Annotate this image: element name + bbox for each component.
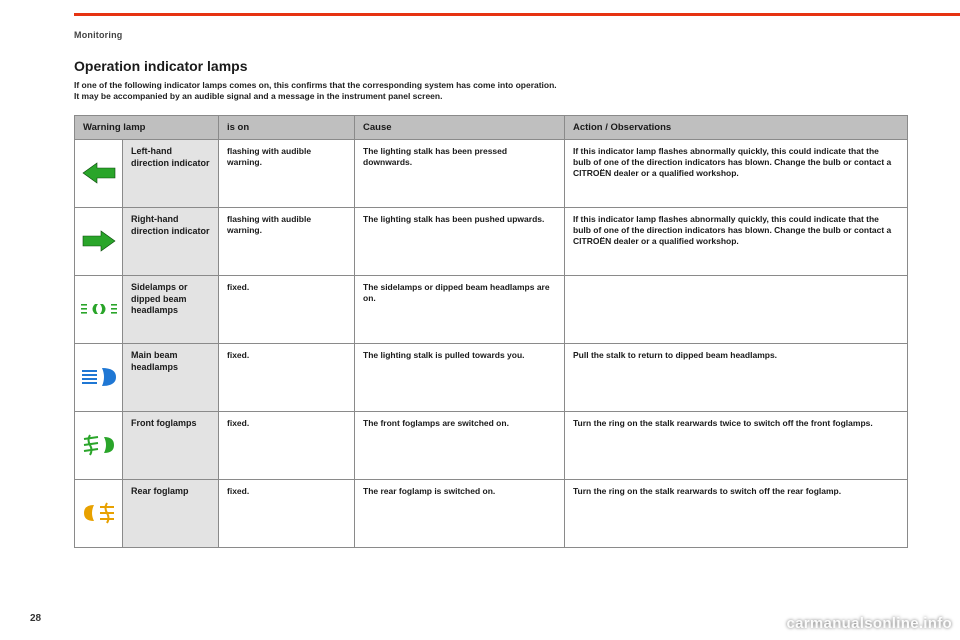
is-on-cell: flashing with audible warning. [219, 139, 355, 207]
warning-lamp-name: Front foglamps [123, 411, 219, 479]
is-on-cell: fixed. [219, 411, 355, 479]
table-row: Rear foglampfixed.The rear foglamp is sw… [75, 479, 908, 547]
intro-line-2: It may be accompanied by an audible sign… [74, 91, 442, 101]
warning-lamp-name: Left-hand direction indicator [123, 139, 219, 207]
col-header-action: Action / Observations [565, 115, 908, 139]
page-number: 28 [30, 613, 41, 624]
rear-fog-icon [75, 479, 123, 547]
warning-lamp-name: Right-hand direction indicator [123, 207, 219, 275]
cause-cell: The lighting stalk has been pressed down… [355, 139, 565, 207]
intro-text: If one of the following indicator lamps … [74, 80, 908, 103]
action-cell: Turn the ring on the stalk rearwards to … [565, 479, 908, 547]
col-header-cause: Cause [355, 115, 565, 139]
col-header-is-on: is on [219, 115, 355, 139]
section-label: Monitoring [74, 30, 908, 40]
cause-cell: The front foglamps are switched on. [355, 411, 565, 479]
front-fog-icon [75, 411, 123, 479]
arrow-right-icon [75, 207, 123, 275]
action-cell: Turn the ring on the stalk rearwards twi… [565, 411, 908, 479]
table-header-row: Warning lamp is on Cause Action / Observ… [75, 115, 908, 139]
is-on-cell: flashing with audible warning. [219, 207, 355, 275]
intro-line-1: If one of the following indicator lamps … [74, 80, 557, 90]
main-beam-icon [75, 343, 123, 411]
warning-lamp-table: Warning lamp is on Cause Action / Observ… [74, 115, 908, 548]
is-on-cell: fixed. [219, 343, 355, 411]
table-row: Left-hand direction indicatorflashing wi… [75, 139, 908, 207]
action-cell: If this indicator lamp flashes abnormall… [565, 139, 908, 207]
header-accent-rule [74, 13, 960, 16]
watermark: carmanualsonline.info [787, 615, 953, 632]
cause-cell: The rear foglamp is switched on. [355, 479, 565, 547]
table-row: Main beam headlampsfixed.The lighting st… [75, 343, 908, 411]
table-row: Front foglampsfixed.The front foglamps a… [75, 411, 908, 479]
cause-cell: The sidelamps or dipped beam headlamps a… [355, 275, 565, 343]
manual-page: Monitoring Operation indicator lamps If … [74, 30, 908, 640]
table-row: Right-hand direction indicatorflashing w… [75, 207, 908, 275]
sidelamps-icon [75, 275, 123, 343]
arrow-left-icon [75, 139, 123, 207]
action-cell [565, 275, 908, 343]
cause-cell: The lighting stalk is pulled towards you… [355, 343, 565, 411]
action-cell: Pull the stalk to return to dipped beam … [565, 343, 908, 411]
cause-cell: The lighting stalk has been pushed upwar… [355, 207, 565, 275]
warning-lamp-name: Rear foglamp [123, 479, 219, 547]
col-header-warning-lamp: Warning lamp [75, 115, 219, 139]
warning-lamp-name: Sidelamps or dipped beam headlamps [123, 275, 219, 343]
action-cell: If this indicator lamp flashes abnormall… [565, 207, 908, 275]
is-on-cell: fixed. [219, 275, 355, 343]
page-title: Operation indicator lamps [74, 58, 908, 74]
table-row: Sidelamps or dipped beam headlampsfixed.… [75, 275, 908, 343]
warning-lamp-name: Main beam headlamps [123, 343, 219, 411]
is-on-cell: fixed. [219, 479, 355, 547]
